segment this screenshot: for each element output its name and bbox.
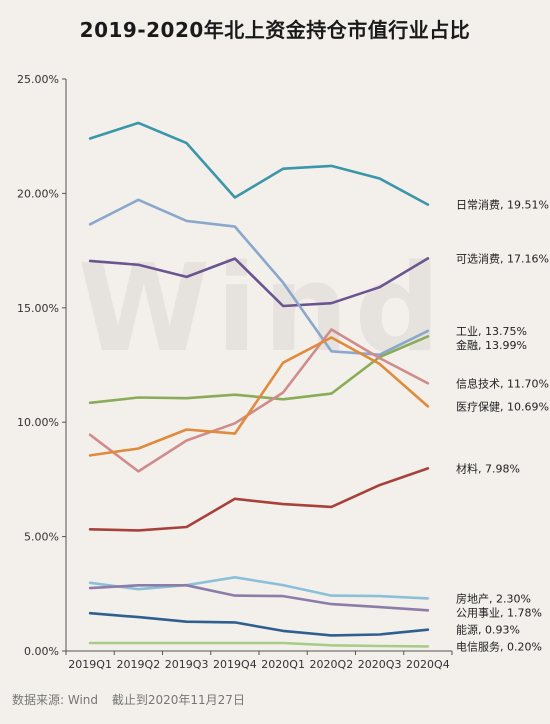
series-label-信息技术: 信息技术, 11.70% bbox=[456, 376, 549, 390]
x-tick-label: 2019Q4 bbox=[213, 658, 257, 671]
series-label-金融: 金融, 13.99% bbox=[456, 338, 527, 352]
series-label-公用事业: 公用事业, 1.78% bbox=[456, 606, 542, 619]
x-tick-label: 2019Q2 bbox=[117, 658, 161, 671]
series-label-房地产: 房地产, 2.30% bbox=[456, 591, 531, 605]
source-note: 数据来源: Wind 截止到2020年11月27日 bbox=[12, 691, 255, 708]
series-label-材料: 材料, 7.98% bbox=[456, 461, 520, 475]
series-line-可选消费 bbox=[88, 257, 430, 308]
series-label-工业: 工业, 13.75% bbox=[456, 325, 527, 338]
x-tick-label: 2019Q1 bbox=[68, 658, 112, 671]
y-tick-label: 20.00% bbox=[17, 187, 59, 200]
y-tick-label: 10.00% bbox=[17, 416, 59, 429]
x-tick-label: 2020Q2 bbox=[310, 658, 354, 671]
series-label-能源: 能源, 0.93% bbox=[456, 623, 520, 637]
y-tick-label: 15.00% bbox=[17, 302, 59, 315]
series-label-日常消费: 日常消费, 19.51% bbox=[456, 198, 549, 212]
series-label-可选消费: 可选消费, 17.16% bbox=[456, 251, 549, 265]
series-line-能源 bbox=[88, 611, 430, 637]
y-tick-label: 0.00% bbox=[24, 645, 59, 658]
series-label-医疗保健: 医疗保健, 10.69% bbox=[456, 399, 549, 413]
x-tick-label: 2020Q4 bbox=[406, 658, 450, 671]
x-tick-label: 2020Q1 bbox=[261, 658, 305, 671]
watermark: Wind bbox=[78, 240, 447, 379]
series-line-信息技术 bbox=[88, 328, 430, 473]
source-label: 数据来源: Wind bbox=[12, 693, 99, 707]
series-line-公用事业 bbox=[88, 583, 430, 612]
series-label-电信服务: 电信服务, 0.20% bbox=[456, 640, 542, 653]
series-line-材料 bbox=[88, 467, 430, 532]
series-line-电信服务 bbox=[88, 641, 430, 648]
y-tick-label: 25.00% bbox=[17, 73, 59, 86]
cutoff-label: 截止到2020年11月27日 bbox=[111, 693, 245, 707]
x-tick-label: 2020Q3 bbox=[358, 658, 402, 671]
x-tick-label: 2019Q3 bbox=[165, 658, 209, 671]
series-line-房地产 bbox=[88, 575, 430, 600]
chart-title: 2019-2020年北上资金持仓市值行业占比 bbox=[79, 18, 471, 42]
y-tick-label: 5.00% bbox=[24, 531, 59, 544]
series-line-医疗保健 bbox=[88, 336, 430, 457]
series-line-日常消费 bbox=[88, 121, 430, 206]
